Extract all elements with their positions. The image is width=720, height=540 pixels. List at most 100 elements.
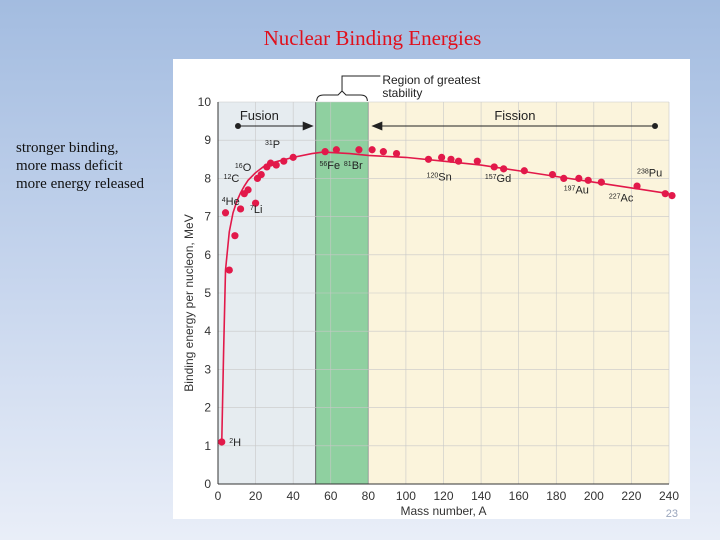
note-line: more mass deficit: [16, 158, 123, 174]
nuclide-label: 120Sn: [427, 171, 452, 183]
x-axis-label: Mass number, A: [400, 504, 486, 518]
nuclide-label: 197Au: [564, 185, 589, 197]
data-point: [424, 155, 433, 163]
side-note: stronger binding, more mass deficit more…: [16, 139, 176, 193]
nuclide-mass-number: 120: [427, 172, 439, 179]
y-tick-label: 5: [204, 286, 211, 300]
nuclide-mass-number: 7: [250, 204, 254, 211]
data-point: [490, 163, 498, 171]
y-tick-label: 9: [204, 133, 211, 147]
stability-label-line2: stability: [382, 86, 422, 100]
data-point: [267, 159, 275, 167]
fusion-label: Fusion: [240, 108, 279, 123]
data-point: [454, 157, 463, 165]
nuclide-label: 81Br: [344, 160, 363, 172]
x-tick-label: 220: [621, 489, 641, 503]
nuclide-mass-number: 157: [485, 174, 497, 181]
y-tick-label: 0: [204, 477, 211, 491]
nuclide-symbol: Br: [352, 160, 363, 172]
data-point: [332, 146, 340, 154]
nuclide-symbol: P: [273, 139, 280, 151]
stability-leader-line: [341, 75, 381, 91]
data-point: [500, 165, 508, 173]
nuclide-label: 4He: [222, 196, 240, 208]
data-point: [560, 174, 568, 182]
nuclide-symbol: Ac: [621, 192, 634, 204]
y-tick-label: 4: [204, 324, 211, 338]
data-point: [231, 232, 239, 240]
x-tick-label: 200: [584, 489, 604, 503]
nuclide-mass-number: 31: [265, 139, 273, 146]
nuclide-symbol: Pu: [649, 167, 662, 179]
data-point: [633, 182, 641, 190]
note-line: stronger binding,: [16, 140, 119, 156]
data-point: [289, 153, 297, 161]
x-tick-label: 140: [471, 489, 491, 503]
nuclide-label: 227Ac: [609, 192, 634, 204]
data-point: [438, 153, 446, 161]
x-tick-label: 60: [324, 489, 338, 503]
fission-label: Fission: [494, 108, 535, 123]
data-point: [280, 157, 288, 165]
stability-label-line1: Region of greatest: [382, 73, 481, 87]
nuclide-label: 238Pu: [637, 167, 662, 179]
x-tick-label: 40: [286, 489, 300, 503]
nuclide-label: 12C: [224, 173, 240, 185]
x-tick-label: 160: [509, 489, 529, 503]
y-tick-label: 8: [204, 171, 211, 185]
data-point: [225, 266, 233, 274]
nuclide-label: 7Li: [250, 204, 262, 216]
nuclide-mass-number: 227: [609, 193, 621, 200]
nuclide-symbol: Gd: [497, 173, 512, 185]
fusion-arrow-head: [302, 121, 314, 131]
nuclide-mass-number: 197: [564, 185, 576, 192]
data-point: [668, 191, 676, 200]
data-point: [244, 186, 252, 194]
data-point: [661, 190, 669, 198]
nuclide-mass-number: 238: [637, 168, 649, 175]
y-tick-label: 2: [204, 401, 211, 415]
y-tick-label: 1: [204, 439, 211, 453]
nuclide-label: 56Fe: [319, 160, 340, 172]
nuclide-mass-number: 81: [344, 160, 352, 167]
slide-title: Nuclear Binding Energies: [263, 26, 482, 50]
fission-arrow-head: [371, 121, 383, 131]
nuclide-label: 16O: [235, 162, 252, 174]
nuclide-mass-number: 4: [222, 197, 226, 204]
nuclide-symbol: C: [231, 173, 239, 185]
nuclide-mass-number: 56: [319, 160, 327, 167]
data-point: [473, 157, 481, 165]
nuclide-label: 31P: [265, 139, 280, 151]
nuclide-label: 157Gd: [485, 173, 511, 185]
data-point: [584, 176, 592, 184]
nuclide-symbol: Au: [575, 185, 588, 197]
data-point: [257, 170, 265, 179]
nuclide-symbol: O: [243, 162, 252, 174]
x-tick-label: 80: [362, 489, 376, 503]
data-point: [548, 170, 557, 179]
nuclide-symbol: Li: [254, 204, 263, 216]
nuclide-symbol: He: [226, 196, 240, 208]
slide-number: 23: [665, 508, 678, 520]
x-tick-label: 240: [659, 489, 679, 503]
nuclide-label: 2H: [229, 437, 241, 449]
note-line: more energy released: [16, 176, 144, 192]
data-point: [597, 178, 605, 186]
data-point: [379, 148, 387, 156]
nuclide-mass-number: 2: [229, 437, 233, 444]
data-point: [272, 161, 280, 169]
y-tick-label: 7: [204, 210, 211, 224]
data-point: [392, 149, 401, 158]
data-point: [321, 148, 329, 156]
x-tick-label: 20: [249, 489, 263, 503]
data-point: [575, 174, 583, 182]
x-tick-label: 0: [215, 489, 222, 503]
x-tick-label: 180: [546, 489, 566, 503]
data-point: [251, 199, 260, 207]
nuclide-symbol: Sn: [438, 171, 451, 183]
data-point: [218, 438, 226, 446]
data-point: [355, 146, 363, 154]
nuclide-mass-number: 16: [235, 162, 243, 169]
nuclide-symbol: H: [233, 437, 241, 449]
